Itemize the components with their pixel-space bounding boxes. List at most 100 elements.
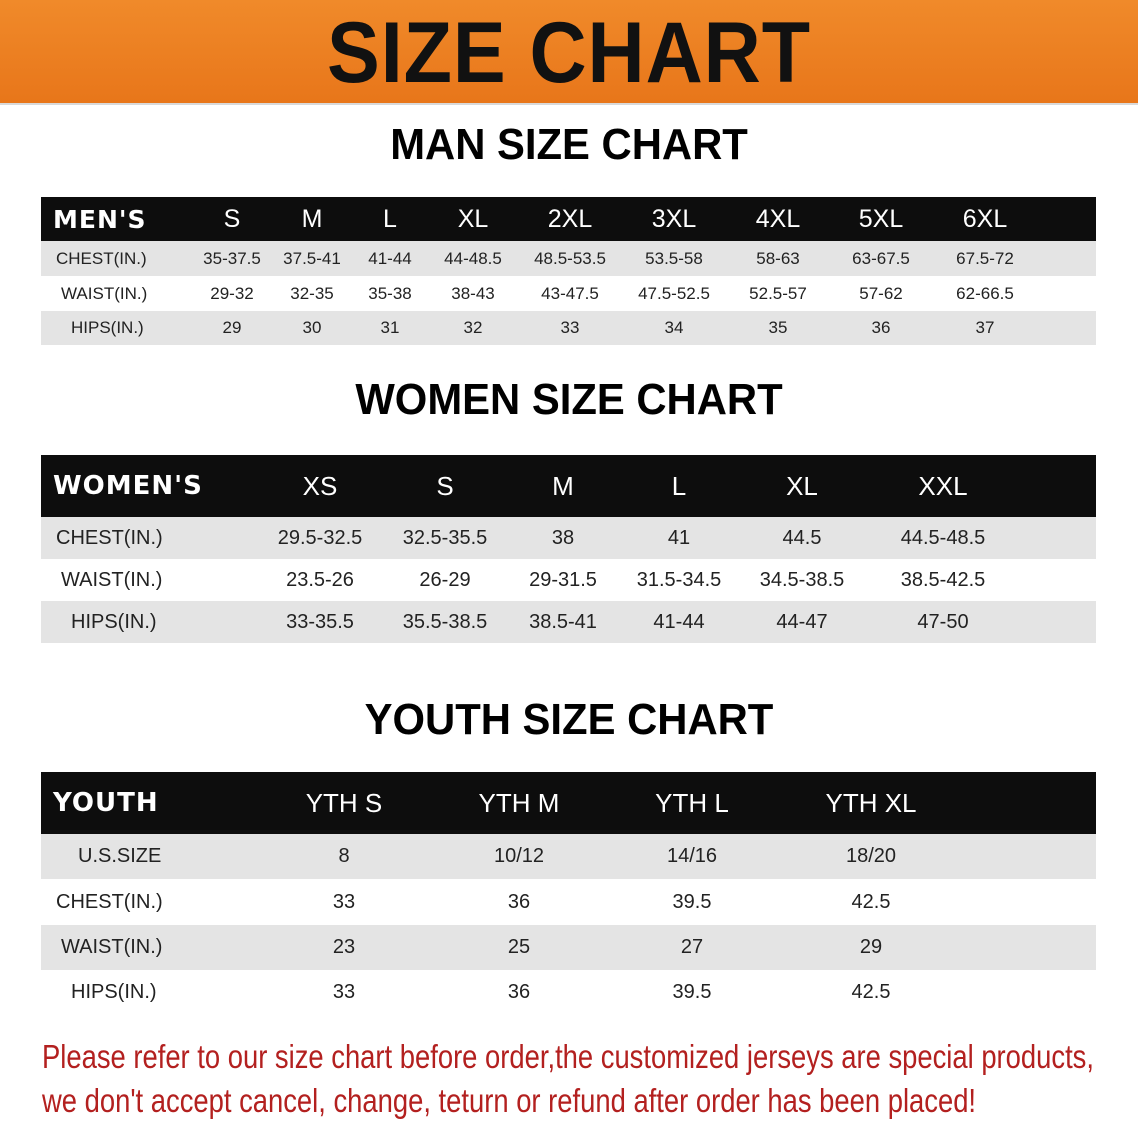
table-cell: XXL [918,470,968,501]
table-cell: 62-66.5 [956,283,1014,303]
table-cell: 29-32 [210,283,254,303]
table-cell: 41 [667,526,691,549]
row-label: HIPS(IN.) [71,318,144,337]
table-cell: 35-37.5 [203,248,261,268]
table-cell: L [671,470,687,501]
table-cell: 39.5 [672,890,712,913]
table-cell: 29-31.5 [529,568,597,591]
table-cell: 44.5 [782,526,822,549]
youth-size-table: YOUTH YTH S YTH M YTH L YTH XL U.S.SIZE 8 10/12… [41,772,1096,1015]
table-cell: 8 [338,845,350,867]
table-row: HIPS(IN.) 33-35.5 35.5-38.5 38.5-41 41-44 44-… [41,601,1096,643]
table-row: WAIST(IN.) 23.5-26 26-29 29-31.5 31.5-34.5 34… [41,559,1096,601]
table-row: U.S.SIZE 8 10/12 14/16 18/20 [41,834,1096,879]
table-row: WAIST(IN.) 23 25 27 29 [41,925,1096,970]
table-cell: S [223,204,241,233]
table-cell: 37.5-41 [283,248,341,268]
table-cell: 35-38 [368,283,412,303]
table-cell: 36 [507,981,531,1003]
table-cell: 34 [664,318,684,337]
table-cell: M [552,470,574,501]
row-label: WAIST(IN.) [61,936,163,958]
table-cell: 3XL [651,204,697,233]
row-label: WAIST(IN.) [61,283,148,303]
table-cell: 44-48.5 [444,248,502,268]
table-row: CHEST(IN.) 35-37.5 37.5-41 41-44 44-48.5 48.5… [41,241,1096,276]
row-label: CHEST(IN.) [56,526,163,549]
table-cell: 5XL [858,204,904,233]
table-cell: 41-44 [653,610,705,633]
women-size-table: WOMEN'S XS S M L XL XXL CHEST(IN.) 29.5-32.5 32.5… [41,455,1096,643]
table-row: HIPS(IN.) 29 30 31 32 33 34 35 36 37 [41,311,1096,345]
table-cell: 36 [871,318,891,337]
table-cell: 32 [463,318,483,337]
table-cell: XS [302,470,338,501]
table-cell: L [383,204,397,233]
table-cell: 32-35 [290,283,334,303]
table-cell: 44-47 [776,610,828,633]
table-row: HIPS(IN.) 33 36 39.5 42.5 [41,970,1096,1015]
table-row: WAIST(IN.) 29-32 32-35 35-38 38-43 43-47.5 47.… [41,276,1096,311]
youth-heading: YOUTH SIZE CHART [364,695,774,744]
table-cell: 67.5-72 [956,248,1014,268]
table-cell: 38.5-41 [529,610,597,633]
table-cell: 30 [302,318,322,337]
table-header: YOUTH YTH S YTH M YTH L YTH XL [41,772,1096,834]
table-cell: YTH XL [825,787,917,818]
row-label: CHEST(IN.) [56,890,163,913]
table-cell: 42.5 [851,890,891,913]
table-cell: 52.5-57 [749,283,807,303]
row-label: WOMEN'S [53,471,203,501]
table-cell: 33 [560,318,580,337]
table-cell: XL [457,204,489,233]
table-cell: 38.5-42.5 [900,568,986,591]
table-cell: 47-50 [917,610,969,633]
table-cell: 23.5-26 [286,568,354,591]
table-cell: 41-44 [368,248,412,268]
table-cell: 35.5-38.5 [402,610,488,633]
table-cell: 18/20 [845,845,897,867]
table-cell: YTH M [478,787,560,818]
table-cell: 53.5-58 [645,248,703,268]
table-cell: S [436,470,454,501]
table-cell: 2XL [547,204,593,233]
row-label: YOUTH [53,788,159,818]
table-cell: YTH S [305,787,383,818]
table-cell: 33 [332,981,356,1003]
men-heading: MAN SIZE CHART [390,120,748,169]
table-cell: 36 [507,890,531,913]
table-cell: 33 [332,890,356,913]
table-cell: 35 [768,318,788,337]
table-cell: 25 [507,936,531,958]
table-cell: 43-47.5 [541,283,599,303]
title-banner: SIZE CHART [0,0,1138,105]
row-label: HIPS(IN.) [71,610,157,633]
men-size-table: MEN'S S M L XL 2XL 3XL 4XL 5XL 6XL CHEST(IN.) 35-37… [41,197,1096,345]
table-cell: 31.5-34.5 [636,568,722,591]
table-cell: 58-63 [756,248,800,268]
table-cell: 48.5-53.5 [534,248,606,268]
row-label: WAIST(IN.) [61,568,163,591]
table-cell: 6XL [962,204,1008,233]
table-header: MEN'S S M L XL 2XL 3XL 4XL 5XL 6XL [41,197,1096,241]
table-cell: M [301,204,323,233]
table-cell: 29 [859,936,883,958]
table-cell: 32.5-35.5 [402,526,488,549]
table-cell: 29.5-32.5 [277,526,363,549]
table-cell: 57-62 [859,283,903,303]
table-cell: 47.5-52.5 [638,283,710,303]
table-cell: 29 [222,318,242,337]
notice-line-1: Please refer to our size chart before or… [42,1038,1094,1075]
table-cell: 14/16 [666,845,718,867]
table-row: CHEST(IN.) 33 36 39.5 42.5 [41,879,1096,925]
table-cell: 27 [680,936,704,958]
table-cell: 44.5-48.5 [900,526,986,549]
row-label: CHEST(IN.) [56,248,147,268]
notice-line-2: we don't accept cancel, change, teturn o… [42,1082,977,1119]
table-cell: 63-67.5 [852,248,910,268]
table-cell: 42.5 [851,981,891,1003]
table-cell: 31 [380,318,400,337]
row-label: MEN'S [53,204,147,234]
table-cell: 4XL [755,204,801,233]
table-cell: 38-43 [451,283,495,303]
